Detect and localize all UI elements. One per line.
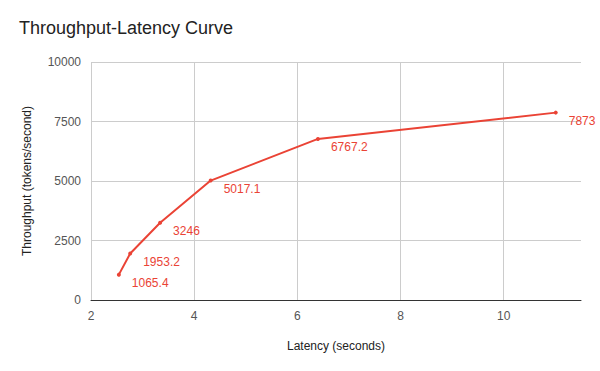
svg-text:5017.1: 5017.1 [224,182,261,196]
svg-text:8: 8 [397,309,404,323]
svg-text:1953.2: 1953.2 [143,255,180,269]
svg-text:3246: 3246 [173,224,200,238]
svg-text:0: 0 [74,293,81,307]
svg-text:7500: 7500 [54,115,81,129]
svg-text:1065.4: 1065.4 [132,276,169,290]
svg-text:2500: 2500 [54,234,81,248]
svg-text:10: 10 [497,309,511,323]
svg-text:2: 2 [88,309,95,323]
svg-text:6: 6 [294,309,301,323]
svg-text:6767.2: 6767.2 [331,140,368,154]
svg-text:4: 4 [191,309,198,323]
svg-text:Throughput-Latency Curve: Throughput-Latency Curve [19,18,233,38]
svg-text:Latency (seconds): Latency (seconds) [287,339,385,353]
svg-text:Throughput (tokens/second): Throughput (tokens/second) [20,106,34,256]
svg-text:5000: 5000 [54,174,81,188]
svg-text:10000: 10000 [48,55,82,69]
svg-text:7873: 7873 [569,114,596,128]
